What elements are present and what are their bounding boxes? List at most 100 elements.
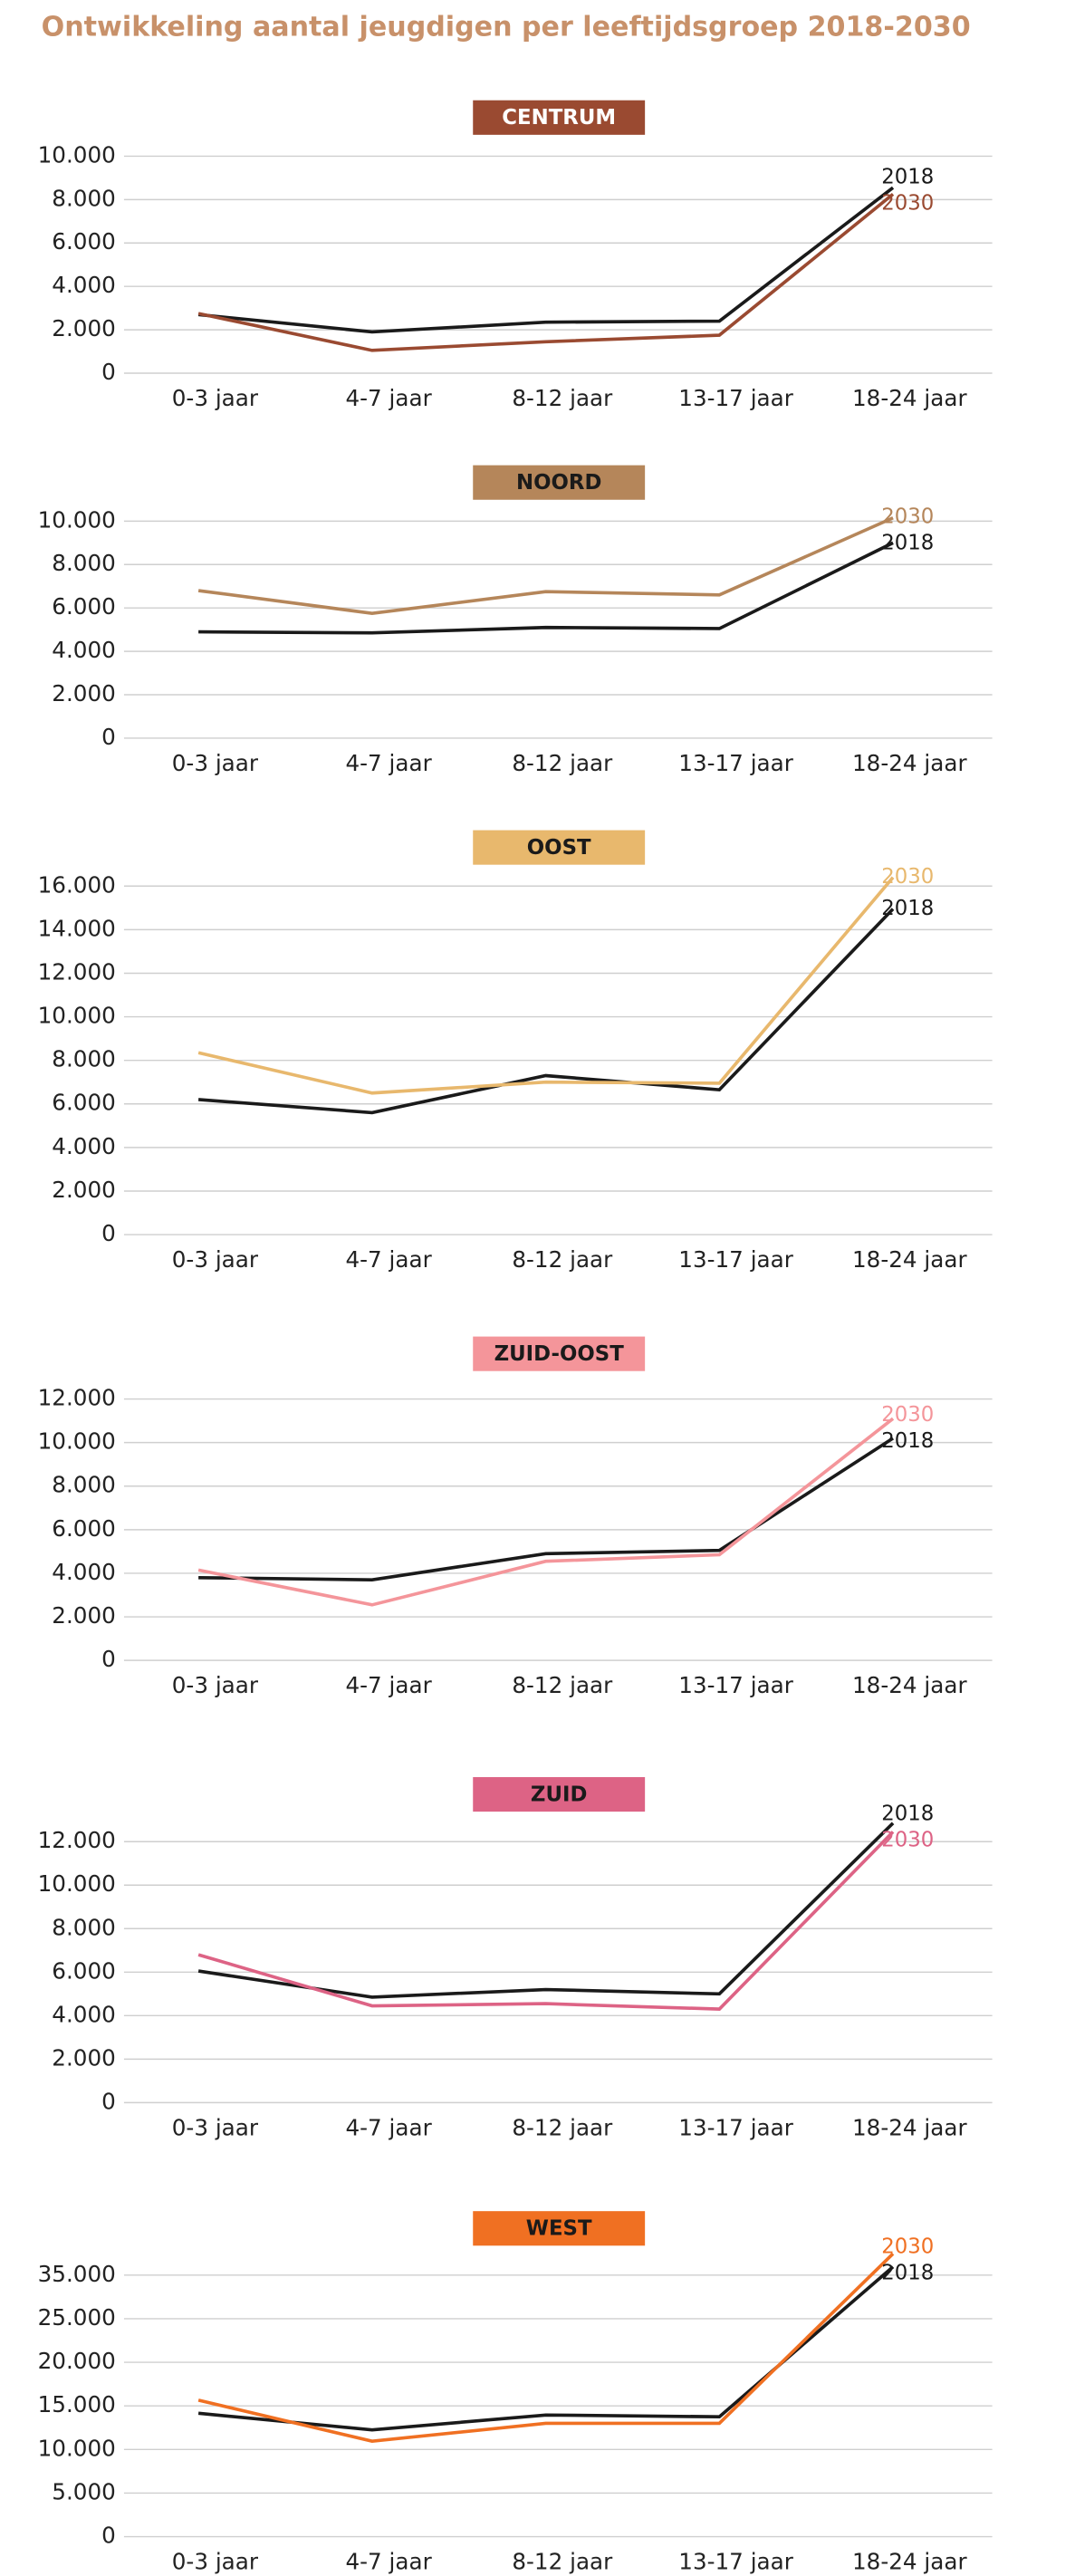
series-line [197, 192, 895, 352]
y-tick-label: 0 [101, 2088, 116, 2114]
series-line [197, 1821, 895, 1999]
series-label: 2030 [881, 192, 934, 216]
y-tick-label: 10.000 [38, 1428, 116, 1455]
series-label: 2030 [881, 865, 934, 889]
series-label: 2030 [881, 1403, 934, 1427]
y-tick-label: 5.000 [52, 2478, 116, 2504]
series-label: 2018 [881, 532, 934, 555]
y-tick-label: 4.000 [52, 1133, 116, 1159]
y-tick-label: 0 [101, 724, 116, 750]
page-title: Ontwikkeling aantal jeugdigen per leefti… [42, 11, 971, 43]
y-tick-label: 25.000 [38, 2304, 116, 2331]
x-tick-label: 13-17 jaar [678, 1672, 793, 1698]
y-tick-label: 4.000 [52, 272, 116, 298]
x-tick-label: 13-17 jaar [678, 385, 793, 411]
x-tick-label: 13-17 jaar [678, 750, 793, 776]
y-tick-label: 2.000 [52, 2044, 116, 2071]
series-line [198, 1437, 895, 1581]
y-tick-label: 6.000 [52, 1090, 116, 1116]
y-tick-label: 12.000 [38, 1385, 116, 1411]
series-label: 2018 [881, 2261, 934, 2284]
y-tick-label: 20.000 [38, 2348, 116, 2374]
content: Ontwikkeling aantal jeugdigen per leefti… [38, 11, 993, 2575]
y-tick-label: 2.000 [52, 1602, 116, 1629]
series-line [197, 876, 895, 1095]
x-tick-label: 8-12 jaar [512, 1246, 613, 1273]
x-tick-label: 4-7 jaar [345, 385, 432, 411]
x-tick-label: 8-12 jaar [512, 2549, 613, 2575]
y-tick-label: 6.000 [52, 593, 116, 620]
x-tick-label: 18-24 jaar [852, 1246, 967, 1273]
series-label: 2030 [881, 2235, 934, 2258]
series-line [197, 908, 895, 1115]
chart-title-box [473, 1336, 646, 1371]
series-line [197, 186, 895, 334]
x-tick-label: 0-3 jaar [172, 1246, 259, 1273]
chart: ZUID-OOST 0 2.000 4.000 6.000 8.000 10.000 12.0… [38, 1336, 993, 1698]
x-tick-label: 13-17 jaar [678, 2114, 793, 2140]
y-tick-label: 4.000 [52, 1559, 116, 1585]
chart-title: CENTRUM [502, 106, 616, 130]
chart: CENTRUM 0 2.000 4.000 6.000 8.000 10.000 0-3 ja… [38, 100, 993, 411]
y-tick-label: 8.000 [52, 550, 116, 576]
y-tick-label: 0 [101, 2523, 116, 2549]
x-tick-label: 8-12 jaar [512, 385, 613, 411]
series-line [197, 516, 894, 616]
y-tick-label: 8.000 [52, 1046, 116, 1072]
x-tick-label: 4-7 jaar [345, 2114, 432, 2140]
y-tick-label: 2.000 [52, 1177, 116, 1203]
y-tick-label: 0 [101, 359, 116, 385]
series-line [197, 1831, 895, 2011]
y-tick-label: 6.000 [52, 228, 116, 255]
chart-title-box [473, 830, 646, 865]
y-tick-label: 8.000 [52, 1472, 116, 1498]
series-label: 2018 [881, 1429, 934, 1453]
y-tick-label: 4.000 [52, 2001, 116, 2027]
y-tick-label: 12.000 [38, 959, 116, 985]
x-tick-label: 13-17 jaar [678, 1246, 793, 1273]
x-tick-label: 4-7 jaar [345, 1246, 432, 1273]
series-label: 2018 [881, 897, 934, 920]
chart-title-box [473, 100, 646, 135]
y-tick-label: 15.000 [38, 2391, 116, 2417]
series-line [197, 1417, 895, 1607]
x-tick-label: 0-3 jaar [172, 750, 259, 776]
x-tick-label: 13-17 jaar [678, 2549, 793, 2575]
y-tick-label: 10.000 [38, 2435, 116, 2461]
chart: OOST 0 2.000 4.000 6.000 8.000 10.000 12.000 14.… [38, 830, 993, 1273]
x-tick-label: 18-24 jaar [852, 750, 967, 776]
y-tick-label: 10.000 [38, 141, 116, 168]
chart-title-box [473, 2211, 646, 2246]
y-tick-label: 8.000 [52, 1914, 116, 1940]
x-tick-label: 8-12 jaar [512, 2114, 613, 2140]
x-tick-label: 18-24 jaar [852, 1672, 967, 1698]
x-tick-label: 8-12 jaar [512, 750, 613, 776]
y-tick-label: 6.000 [52, 1515, 116, 1542]
chart: ZUID 0 2.000 4.000 6.000 8.000 10.000 12.000 0-3… [38, 1777, 993, 2140]
y-tick-label: 12.000 [38, 1827, 116, 1853]
x-tick-label: 0-3 jaar [172, 2549, 259, 2575]
y-tick-label: 2.000 [52, 315, 116, 341]
y-tick-label: 10.000 [38, 1870, 116, 1897]
x-tick-label: 18-24 jaar [852, 2114, 967, 2140]
chart-title-box [473, 465, 646, 500]
chart: WEST 0 5.000 10.000 15.000 20.000 25.000 35.000… [38, 2211, 993, 2575]
y-tick-label: 10.000 [38, 506, 116, 533]
y-tick-label: 0 [101, 1646, 116, 1672]
chart-title: ZUID [531, 1783, 588, 1807]
x-tick-label: 0-3 jaar [172, 1672, 259, 1698]
x-tick-label: 4-7 jaar [345, 750, 432, 776]
x-tick-label: 18-24 jaar [852, 385, 967, 411]
y-tick-label: 8.000 [52, 185, 116, 211]
y-tick-label: 6.000 [52, 1957, 116, 1984]
x-tick-label: 4-7 jaar [345, 1672, 432, 1698]
x-tick-label: 0-3 jaar [172, 385, 259, 411]
x-tick-label: 4-7 jaar [345, 2549, 432, 2575]
x-tick-label: 0-3 jaar [172, 2114, 259, 2140]
series-label: 2018 [881, 1802, 934, 1826]
chart-title: NOORD [516, 471, 601, 495]
y-tick-label: 0 [101, 1220, 116, 1246]
y-tick-label: 2.000 [52, 680, 116, 706]
y-tick-label: 14.000 [38, 915, 116, 941]
y-tick-label: 16.000 [38, 871, 116, 898]
